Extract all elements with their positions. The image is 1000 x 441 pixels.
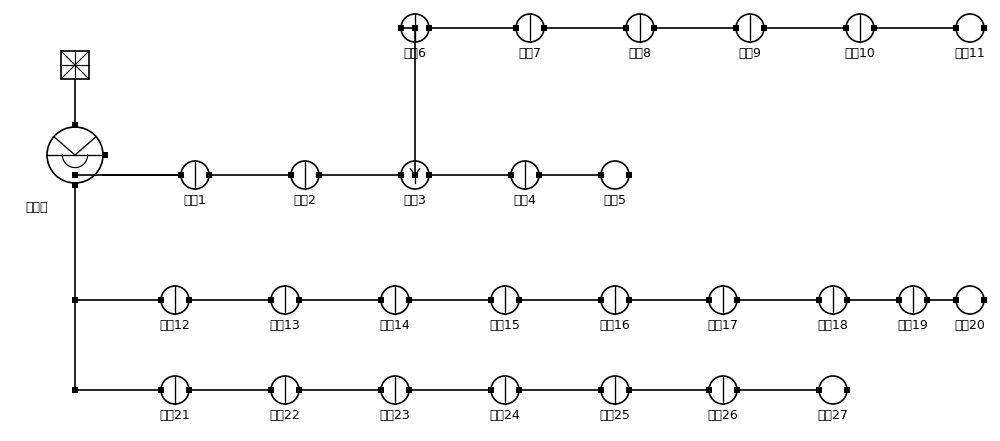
Text: 配厘13: 配厘13 xyxy=(270,319,300,332)
Text: 配厘25: 配厘25 xyxy=(600,409,630,422)
Text: 配厘19: 配厘19 xyxy=(898,319,928,332)
Text: 配厘22: 配厘22 xyxy=(270,409,300,422)
Text: 配厘8: 配厘8 xyxy=(629,47,652,60)
Text: 配厘23: 配厘23 xyxy=(380,409,410,422)
Text: 配厘10: 配厘10 xyxy=(845,47,875,60)
Text: 配厘18: 配厘18 xyxy=(818,319,848,332)
Circle shape xyxy=(956,286,984,314)
Text: 变电站: 变电站 xyxy=(26,201,48,214)
Text: 配厘11: 配厘11 xyxy=(955,47,985,60)
Text: 配厘7: 配厘7 xyxy=(518,47,542,60)
Text: 配厘5: 配厘5 xyxy=(604,194,626,207)
Text: 配厘21: 配厘21 xyxy=(160,409,190,422)
Text: 配厘3: 配厘3 xyxy=(404,194,426,207)
Text: 配厘12: 配厘12 xyxy=(160,319,190,332)
Circle shape xyxy=(819,376,847,404)
Bar xyxy=(61,51,89,79)
Text: 配厘14: 配厘14 xyxy=(380,319,410,332)
Text: 配厘24: 配厘24 xyxy=(490,409,520,422)
Text: 配厘6: 配厘6 xyxy=(404,47,426,60)
Text: 配厘16: 配厘16 xyxy=(600,319,630,332)
Text: 配厘17: 配厘17 xyxy=(708,319,738,332)
Text: 配厘15: 配厘15 xyxy=(490,319,520,332)
Text: 配厘26: 配厘26 xyxy=(708,409,738,422)
Text: 配厘27: 配厘27 xyxy=(818,409,848,422)
Text: 配厘4: 配厘4 xyxy=(514,194,536,207)
Text: 配厘9: 配厘9 xyxy=(739,47,761,60)
Text: 配厘2: 配厘2 xyxy=(294,194,316,207)
Text: 配厘1: 配厘1 xyxy=(184,194,206,207)
Circle shape xyxy=(956,14,984,42)
Text: 配厘20: 配厘20 xyxy=(955,319,985,332)
Circle shape xyxy=(601,161,629,189)
